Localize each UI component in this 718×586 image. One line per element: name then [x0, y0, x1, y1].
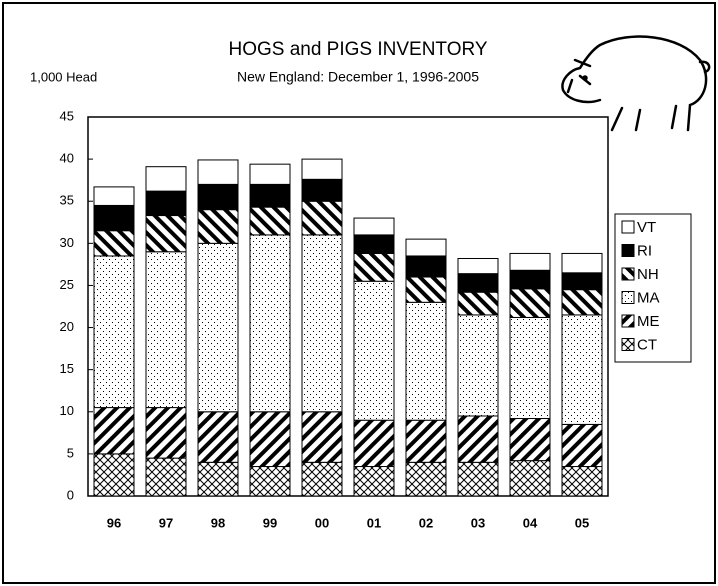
legend-swatch [621, 314, 635, 328]
bar-segment [197, 159, 239, 185]
bar-segment [509, 418, 551, 462]
x-tick-label: 97 [159, 515, 173, 530]
bar-segment [509, 460, 551, 497]
bar-segment [301, 178, 343, 202]
bar-segment [353, 217, 395, 236]
chart-subtitle: New England: December 1, 1996-2005 [237, 69, 479, 85]
legend-swatch [621, 244, 635, 257]
x-tick-label: 99 [263, 515, 277, 530]
legend-label: ME [637, 313, 660, 330]
bar-segment [561, 423, 603, 468]
y-tick-label: 40 [60, 151, 74, 166]
bar-segment [457, 291, 499, 316]
bar-segment [457, 461, 499, 497]
y-tick-label: 10 [60, 403, 74, 418]
bar-segment [561, 252, 603, 274]
x-tick-label: 02 [419, 515, 433, 530]
legend-label: CT [637, 336, 657, 353]
bar-segment [249, 411, 291, 468]
bar-segment [561, 466, 603, 497]
bar-segment [145, 457, 187, 497]
bar-segment [561, 314, 603, 425]
y-tick-label: 25 [60, 277, 74, 292]
y-tick-label: 0 [67, 487, 74, 502]
bar-segment [249, 466, 291, 497]
bar-segment [197, 461, 239, 497]
bar-segment [93, 186, 135, 206]
chart-title: HOGS and PIGS INVENTORY [228, 39, 487, 60]
bar-segment [561, 289, 603, 316]
y-tick-label: 30 [60, 235, 74, 250]
bar-segment [301, 411, 343, 463]
bar-segment [301, 234, 343, 413]
legend-swatch [621, 338, 635, 351]
bar-segment [145, 166, 187, 192]
legend-swatch [621, 267, 635, 281]
bar-segment [93, 407, 135, 455]
bar-segment [353, 234, 395, 254]
bar-segment [457, 273, 499, 293]
bar-segment [353, 419, 395, 468]
bar-segment [93, 255, 135, 409]
bar-segment [457, 257, 499, 275]
bar-segment [405, 419, 447, 463]
bar-segment [405, 276, 447, 303]
bar-segment [457, 415, 499, 463]
x-tick-label: 05 [575, 515, 589, 530]
legend-label: VT [637, 219, 656, 236]
bar-segment [509, 316, 551, 420]
x-tick-label: 03 [471, 515, 485, 530]
bar-segment [145, 407, 187, 459]
bar-segment [93, 230, 135, 257]
bar-segment [301, 200, 343, 236]
y-tick-label: 5 [67, 445, 74, 460]
x-tick-label: 96 [107, 515, 121, 530]
bar-segment [197, 209, 239, 244]
x-tick-label: 00 [315, 515, 329, 530]
legend-label: NH [637, 266, 659, 283]
bar-segment [561, 272, 603, 291]
legend-swatch [621, 220, 635, 234]
x-tick-label: 04 [523, 515, 538, 530]
bar-segment [197, 242, 239, 413]
y-tick-label: 45 [60, 108, 74, 123]
legend-swatch [621, 291, 635, 304]
bar-segment [509, 288, 551, 318]
legend-box [614, 213, 692, 363]
bar-segment [249, 234, 291, 413]
bar-segment [249, 163, 291, 185]
bar-segment [405, 301, 447, 421]
x-tick-label: 98 [211, 515, 225, 530]
bar-segment [145, 190, 187, 217]
y-axis-label: 1,000 Head [30, 69, 97, 84]
bar-segment [353, 466, 395, 497]
legend-label: MA [637, 289, 660, 306]
bar-segment [353, 252, 395, 282]
y-tick-label: 15 [60, 361, 74, 376]
bar-segment [405, 461, 447, 497]
bar-segment [405, 238, 447, 257]
bar-segment [249, 183, 291, 208]
bar-segment [457, 314, 499, 417]
bar-segment [197, 411, 239, 463]
bar-segment [145, 215, 187, 253]
bar-segment [353, 280, 395, 421]
y-tick-label: 35 [60, 193, 74, 208]
bar-segment [249, 206, 291, 236]
pig-icon [561, 35, 711, 132]
bar-segment [509, 269, 551, 290]
bar-segment [509, 252, 551, 271]
bar-segment [145, 251, 187, 409]
legend-label: RI [637, 242, 652, 259]
y-tick-label: 20 [60, 319, 74, 334]
bar-segment [405, 255, 447, 278]
x-tick-label: 01 [367, 515, 381, 530]
bar-segment [93, 453, 135, 497]
bar-segment [197, 183, 239, 211]
plot-area [87, 116, 609, 497]
bar-segment [301, 158, 343, 180]
bar-segment [301, 461, 343, 497]
bar-segment [93, 204, 135, 232]
